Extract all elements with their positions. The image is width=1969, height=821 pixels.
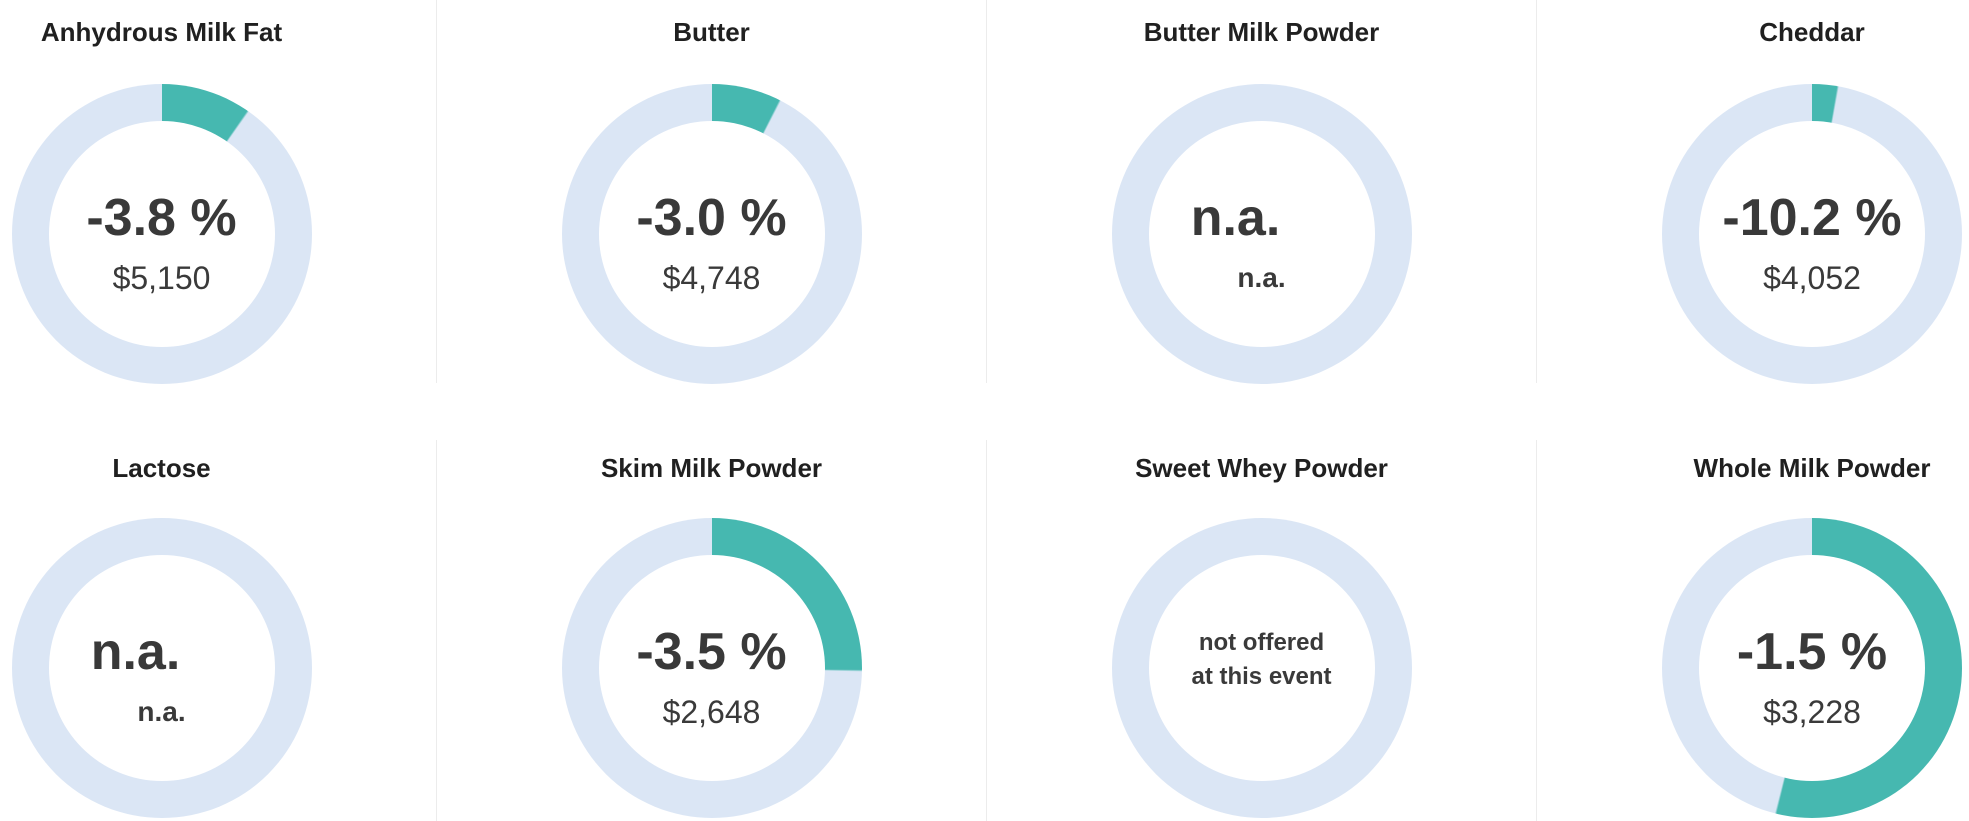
donut-chart: -1.5 % $3,228 xyxy=(1662,518,1962,818)
donut-chart: not offered at this event xyxy=(1111,518,1412,818)
avg-price-value: $4,748 xyxy=(662,260,761,296)
card-anhydrous-milk-fat: Anhydrous Milk Fat -3.8 % $5,150 xyxy=(0,0,437,384)
card-cheddar: Cheddar -10.2 % $4,052 xyxy=(1537,0,1969,384)
avg-price-value: n.a. xyxy=(137,696,186,727)
price-change-value: -10.2 % xyxy=(1722,189,1902,247)
price-change-value: -3.5 % xyxy=(636,623,787,681)
avg-price-value: n.a. xyxy=(1237,262,1286,293)
card-title: Whole Milk Powder xyxy=(1693,453,1931,483)
donut-center: n.a. n.a. xyxy=(1112,84,1412,384)
not-offered-note-line1: not offered xyxy=(1198,629,1325,656)
donut-chart: -10.2 % $4,052 xyxy=(1662,84,1962,384)
price-change-value: n.a. xyxy=(90,623,181,681)
donut-center: -3.0 % $4,748 xyxy=(562,84,862,384)
donut-center: -1.5 % $3,228 xyxy=(1662,518,1962,818)
card-title: Cheddar xyxy=(1759,17,1865,47)
card-skim-milk-powder: Skim Milk Powder -3.5 % $2,648 xyxy=(437,440,987,821)
card-title: Butter xyxy=(673,17,750,47)
donut-center: n.a. n.a. xyxy=(12,518,312,818)
card-title: Butter Milk Powder xyxy=(1143,17,1380,47)
price-change-value: -1.5 % xyxy=(1736,623,1888,681)
card-title: Lactose xyxy=(112,453,211,483)
donut-chart: n.a. n.a. xyxy=(1111,84,1412,384)
donut-chart: n.a. n.a. xyxy=(11,518,312,818)
card-whole-milk-powder: Whole Milk Powder -1.5 % $3,228 xyxy=(1537,440,1969,821)
donut-chart: -3.8 % $5,150 xyxy=(11,84,312,384)
card-title: Skim Milk Powder xyxy=(600,453,823,483)
avg-price-value: $3,228 xyxy=(1763,694,1861,730)
donut-chart: -3.0 % $4,748 xyxy=(561,84,862,384)
donut-center: -3.5 % $2,648 xyxy=(562,518,862,818)
card-sweet-whey-powder: Sweet Whey Powder not offered at this ev… xyxy=(987,440,1537,821)
not-offered-note-line2: at this event xyxy=(1191,663,1332,690)
donut-chart: -3.5 % $2,648 xyxy=(561,518,862,818)
card-butter-milk-powder: Butter Milk Powder n.a. n.a. xyxy=(987,0,1537,384)
donut-center: not offered at this event xyxy=(1112,518,1412,818)
price-change-value: -3.8 % xyxy=(86,189,237,247)
avg-price-value: $4,052 xyxy=(1763,260,1861,296)
card-lactose: Lactose n.a. n.a. xyxy=(0,440,437,821)
card-butter: Butter -3.0 % $4,748 xyxy=(437,0,987,384)
avg-price-value: $2,648 xyxy=(662,694,761,730)
price-change-value: n.a. xyxy=(1190,189,1281,247)
donut-center: -10.2 % $4,052 xyxy=(1662,84,1962,384)
card-title: Sweet Whey Powder xyxy=(1135,453,1388,483)
price-change-value: -3.0 % xyxy=(636,189,787,247)
avg-price-value: $5,150 xyxy=(112,260,211,296)
donut-center: -3.8 % $5,150 xyxy=(12,84,312,384)
card-title: Anhydrous Milk Fat xyxy=(40,17,283,47)
